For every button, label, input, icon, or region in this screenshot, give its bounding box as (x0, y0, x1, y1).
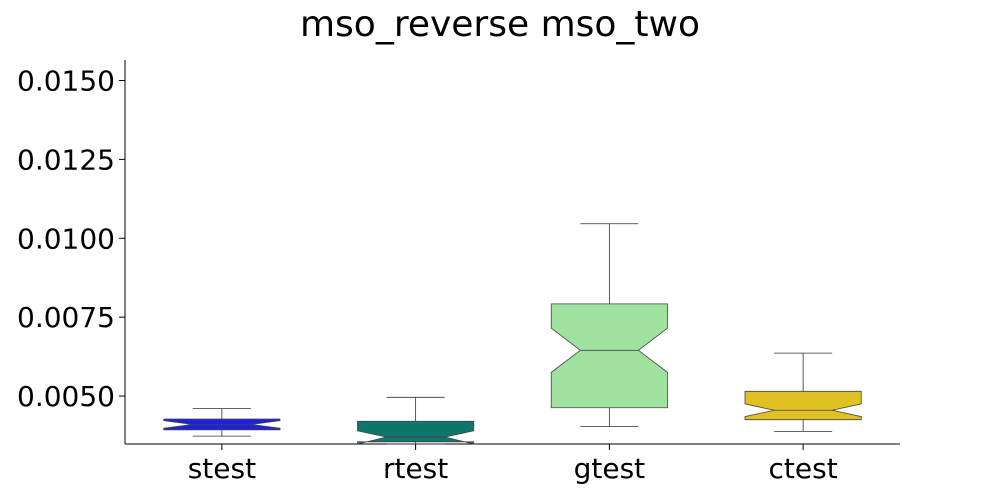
x-tick-label-stest: stest (188, 452, 256, 485)
x-axis: stest rtest gtest ctest (125, 443, 900, 485)
y-tick-label: 0.0075 (17, 301, 115, 334)
x-tick-label-rtest: rtest (383, 452, 448, 485)
y-axis: 0.0050 0.0075 0.0100 0.0125 0.0150 (17, 60, 126, 444)
box-gtest (550, 223, 668, 428)
box-ctest (744, 352, 862, 432)
box-rtest (357, 396, 475, 445)
box-body (550, 303, 668, 409)
chart-title: mso_reverse mso_two (300, 4, 700, 45)
y-tick-label: 0.0150 (17, 65, 115, 98)
y-tick-label: 0.0100 (17, 222, 115, 255)
box-body (357, 420, 475, 445)
y-tick-label: 0.0050 (17, 380, 115, 413)
x-tick-label-gtest: gtest (574, 452, 646, 485)
box-stest (163, 408, 281, 437)
boxes (163, 223, 862, 445)
box-body (744, 390, 862, 421)
x-tick-label-ctest: ctest (769, 452, 838, 485)
y-tick-label: 0.0125 (17, 143, 115, 176)
